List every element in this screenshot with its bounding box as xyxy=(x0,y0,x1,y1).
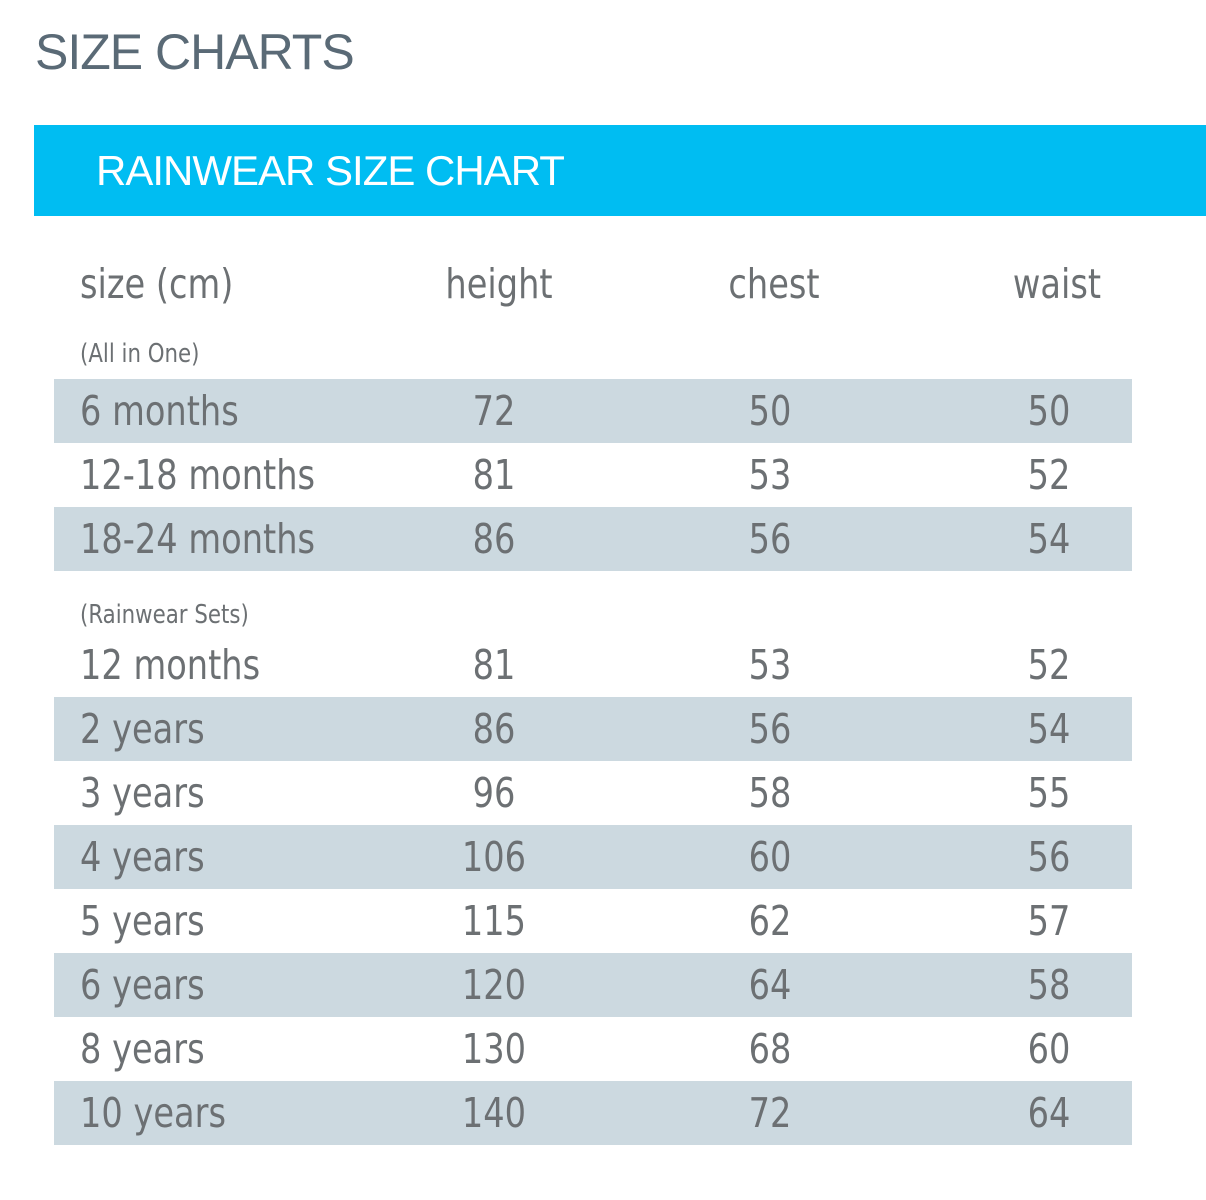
cell-height: 120 xyxy=(461,961,527,1009)
table-row: 6 years 120 64 58 xyxy=(54,953,1132,1017)
cell-size: 6 years xyxy=(80,961,205,1009)
table-row: 8 years 130 68 60 xyxy=(54,1017,1132,1081)
cell-chest: 68 xyxy=(748,1025,792,1073)
cell-chest: 60 xyxy=(748,833,792,881)
page-title: SIZE CHARTS xyxy=(35,24,355,80)
cell-waist: 56 xyxy=(1027,833,1071,881)
cell-height: 86 xyxy=(472,515,516,563)
cell-chest: 53 xyxy=(748,451,792,499)
table-row: 2 years 86 56 54 xyxy=(54,697,1132,761)
cell-size: 4 years xyxy=(80,833,205,881)
chart-title: RAINWEAR SIZE CHART xyxy=(96,147,565,194)
cell-waist: 54 xyxy=(1027,515,1071,563)
table-row: 12 months 81 53 52 xyxy=(54,633,1132,697)
cell-height: 115 xyxy=(461,897,527,945)
cell-height: 81 xyxy=(472,641,516,689)
column-header-size: size (cm) xyxy=(80,260,234,308)
cell-size: 6 months xyxy=(80,387,239,435)
cell-waist: 58 xyxy=(1027,961,1071,1009)
chart-banner: RAINWEAR SIZE CHART xyxy=(34,125,1206,216)
cell-waist: 52 xyxy=(1027,641,1071,689)
table-row: 4 years 106 60 56 xyxy=(54,825,1132,889)
cell-waist: 50 xyxy=(1027,387,1071,435)
cell-height: 130 xyxy=(461,1025,527,1073)
column-header-height: height xyxy=(445,260,553,308)
table-row: 18-24 months 86 56 54 xyxy=(54,507,1132,571)
cell-size: 3 years xyxy=(80,769,205,817)
cell-size: 8 years xyxy=(80,1025,205,1073)
cell-size: 12-18 months xyxy=(80,451,316,499)
column-header-chest: chest xyxy=(728,260,820,308)
cell-chest: 64 xyxy=(748,961,792,1009)
table-row: 10 years 140 72 64 xyxy=(54,1081,1132,1145)
cell-chest: 50 xyxy=(748,387,792,435)
cell-size: 10 years xyxy=(80,1089,226,1137)
section-label-all-in-one: (All in One) xyxy=(80,339,200,369)
cell-chest: 56 xyxy=(748,515,792,563)
cell-size: 2 years xyxy=(80,705,205,753)
cell-height: 96 xyxy=(472,769,516,817)
cell-chest: 72 xyxy=(748,1089,792,1137)
cell-chest: 56 xyxy=(748,705,792,753)
cell-chest: 53 xyxy=(748,641,792,689)
cell-size: 5 years xyxy=(80,897,205,945)
cell-height: 81 xyxy=(472,451,516,499)
cell-waist: 55 xyxy=(1027,769,1071,817)
table-row: 6 months 72 50 50 xyxy=(54,379,1132,443)
cell-size: 18-24 months xyxy=(80,515,316,563)
cell-waist: 60 xyxy=(1027,1025,1071,1073)
cell-height: 106 xyxy=(461,833,527,881)
section-label-rainwear-sets: (Rainwear Sets) xyxy=(80,600,249,630)
cell-height: 140 xyxy=(461,1089,527,1137)
cell-size: 12 months xyxy=(80,641,261,689)
cell-chest: 58 xyxy=(748,769,792,817)
cell-height: 72 xyxy=(472,387,516,435)
cell-waist: 52 xyxy=(1027,451,1071,499)
cell-height: 86 xyxy=(472,705,516,753)
table-row: 3 years 96 58 55 xyxy=(54,761,1132,825)
cell-waist: 64 xyxy=(1027,1089,1071,1137)
cell-chest: 62 xyxy=(748,897,792,945)
column-header-waist: waist xyxy=(1012,260,1102,308)
table-row: 5 years 115 62 57 xyxy=(54,889,1132,953)
table-row: 12-18 months 81 53 52 xyxy=(54,443,1132,507)
size-chart-table: size (cm) height chest waist (All in One… xyxy=(54,240,1132,1160)
cell-waist: 54 xyxy=(1027,705,1071,753)
cell-waist: 57 xyxy=(1027,897,1071,945)
